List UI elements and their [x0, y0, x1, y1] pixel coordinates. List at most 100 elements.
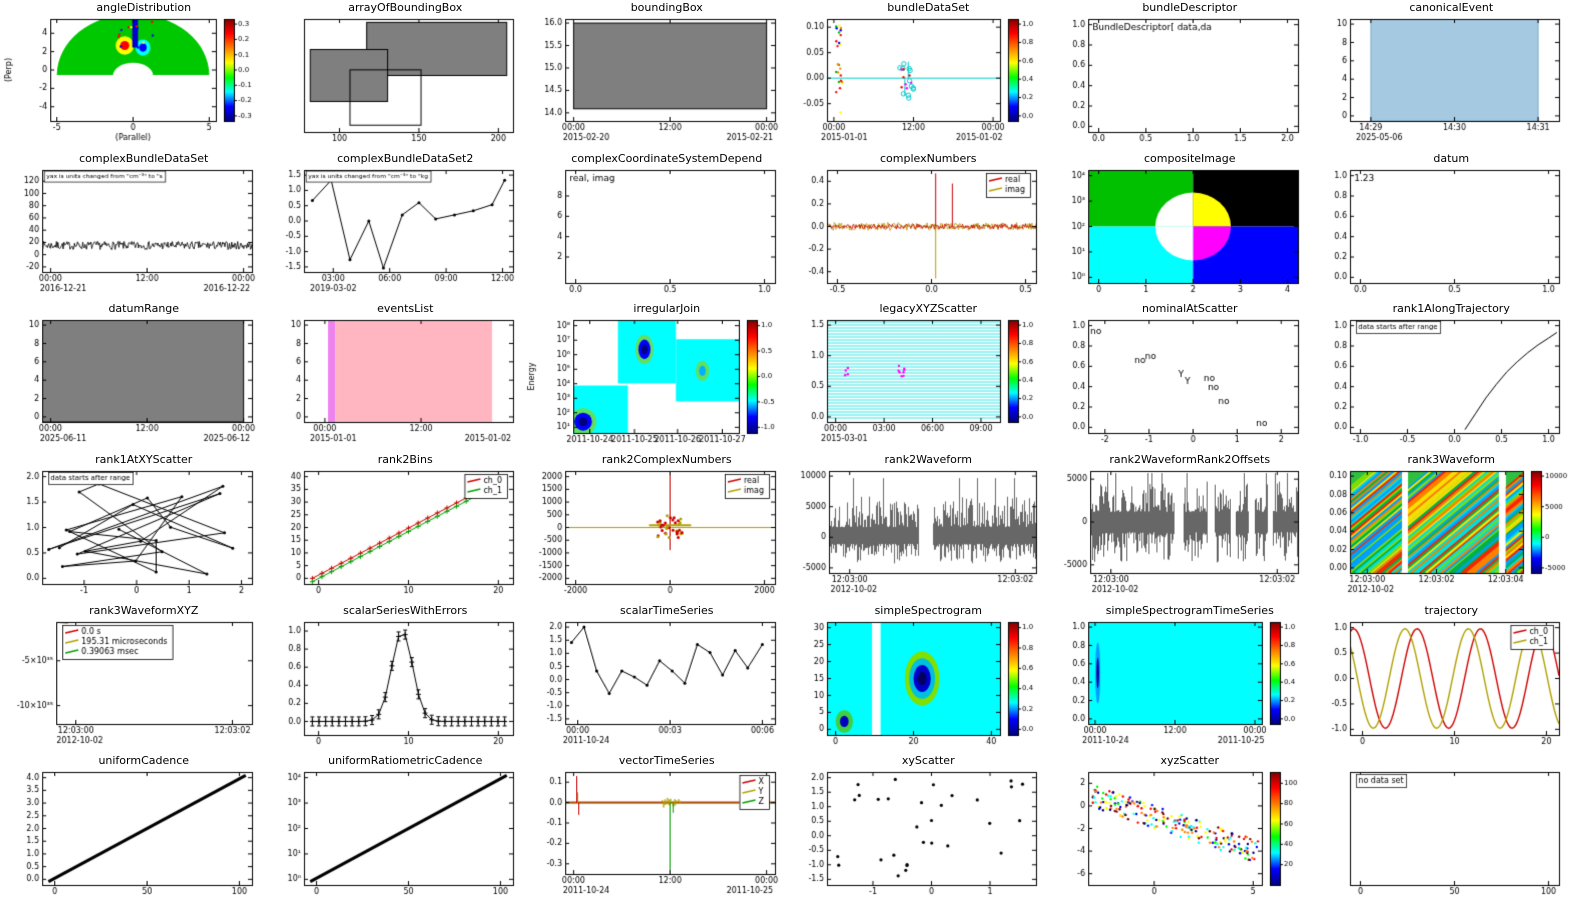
chart-title-datum: datum	[1433, 151, 1470, 165]
chart-cell-uniformCadence: uniformCadence	[0, 753, 262, 904]
plot-datum	[1307, 165, 1569, 300]
chart-title-compositeImage: compositeImage	[1143, 151, 1236, 165]
chart-title-nominalAtScatter: nominalAtScatter	[1141, 302, 1238, 316]
plot-bundleDataSet	[784, 15, 1046, 149]
chart-cell-complexCoordinateSystemDepend: complexCoordinateSystemDepend	[523, 151, 785, 302]
chart-title-rank1AlongTrajectory: rank1AlongTrajectory	[1392, 302, 1510, 316]
plot-trajectory	[1307, 617, 1569, 752]
chart-title-complexBundleDataSet: complexBundleDataSet	[79, 151, 209, 165]
plot-uniformRatiometricCadence	[261, 768, 523, 903]
plot-arrayOfBoundingBox	[261, 15, 523, 149]
chart-cell-eventsList: eventsList	[261, 301, 523, 452]
plot-rank1AlongTrajectory	[1307, 316, 1569, 451]
plot-eventsList	[261, 316, 523, 451]
plot-irregularJoin	[523, 316, 785, 451]
plot-complexBundleDataSet	[0, 165, 262, 300]
chart-title-rank1AtXYScatter: rank1AtXYScatter	[95, 453, 193, 466]
chart-title-boundingBox: boundingBox	[630, 1, 703, 14]
chart-title-rank2WaveformRank2Offsets: rank2WaveformRank2Offsets	[1109, 453, 1271, 466]
plot-rank2ComplexNumbers	[523, 467, 785, 601]
chart-cell-canonicalEvent: canonicalEvent	[1307, 0, 1569, 151]
chart-cell-vectorTimeSeries: vectorTimeSeries	[523, 753, 785, 904]
chart-title-rank2Waveform: rank2Waveform	[884, 453, 972, 466]
chart-title-arrayOfBoundingBox: arrayOfBoundingBox	[348, 1, 463, 14]
plot-rank3WaveformXYZ	[0, 617, 262, 752]
chart-title-simpleSpectrogramTimeSeries: simpleSpectrogramTimeSeries	[1105, 603, 1274, 617]
plot-canonicalEvent	[1307, 15, 1569, 149]
plot-noDataSet	[1307, 768, 1569, 903]
chart-title-angleDistribution: angleDistribution	[96, 1, 192, 14]
chart-title-complexCoordinateSystemDepend: complexCoordinateSystemDepend	[571, 151, 763, 165]
chart-title-simpleSpectrogram: simpleSpectrogram	[874, 603, 982, 617]
chart-cell-rank2Bins: rank2Bins	[261, 452, 523, 603]
chart-cell-nominalAtScatter: nominalAtScatter	[1046, 301, 1308, 452]
chart-title-trajectory: trajectory	[1424, 603, 1479, 617]
chart-title-rank3Waveform: rank3Waveform	[1407, 453, 1495, 466]
chart-cell-rank3Waveform: rank3Waveform	[1307, 452, 1569, 603]
plot-rank2Waveform	[784, 467, 1046, 601]
chart-title-canonicalEvent: canonicalEvent	[1409, 1, 1494, 14]
plot-datumRange	[0, 316, 262, 451]
chart-title-scalarSeriesWithErrors: scalarSeriesWithErrors	[343, 603, 468, 617]
plot-scalarSeriesWithErrors	[261, 617, 523, 752]
plot-complexNumbers	[784, 165, 1046, 300]
plot-bundleDescriptor	[1046, 15, 1308, 149]
chart-cell-legacyXYZScatter: legacyXYZScatter	[784, 301, 1046, 452]
chart-title-xyScatter: xyScatter	[901, 754, 955, 768]
chart-title-datumRange: datumRange	[108, 302, 180, 316]
chart-cell-bundleDataSet: bundleDataSet	[784, 0, 1046, 151]
chart-cell-rank1AlongTrajectory: rank1AlongTrajectory	[1307, 301, 1569, 452]
chart-title-complexNumbers: complexNumbers	[879, 151, 977, 165]
chart-cell-xyScatter: xyScatter	[784, 753, 1046, 904]
chart-title-scalarTimeSeries: scalarTimeSeries	[619, 603, 714, 617]
chart-cell-compositeImage: compositeImage	[1046, 151, 1308, 302]
chart-cell-rank1AtXYScatter: rank1AtXYScatter	[0, 452, 262, 603]
plot-compositeImage	[1046, 165, 1308, 300]
chart-cell-noDataSet	[1307, 753, 1569, 904]
plot-rank1AtXYScatter	[0, 467, 262, 601]
plot-complexBundleDataSet2	[261, 165, 523, 300]
chart-title-complexBundleDataSet2: complexBundleDataSet2	[337, 151, 474, 165]
plot-uniformCadence	[0, 768, 262, 903]
plot-legacyXYZScatter	[784, 316, 1046, 451]
plot-simpleSpectrogram	[784, 617, 1046, 752]
chart-title-bundleDescriptor: bundleDescriptor	[1142, 1, 1238, 14]
chart-cell-scalarSeriesWithErrors: scalarSeriesWithErrors	[261, 603, 523, 754]
chart-cell-datumRange: datumRange	[0, 301, 262, 452]
chart-cell-irregularJoin: irregularJoin	[523, 301, 785, 452]
chart-title-uniformRatiometricCadence: uniformRatiometricCadence	[328, 754, 483, 768]
chart-cell-simpleSpectrogram: simpleSpectrogram	[784, 603, 1046, 754]
chart-title-xyzScatter: xyzScatter	[1160, 754, 1219, 768]
chart-title-rank2Bins: rank2Bins	[377, 453, 433, 466]
plot-xyScatter	[784, 768, 1046, 903]
chart-title-bundleDataSet: bundleDataSet	[887, 1, 970, 14]
chart-cell-complexBundleDataSet2: complexBundleDataSet2	[261, 151, 523, 302]
chart-cell-complexBundleDataSet: complexBundleDataSet	[0, 151, 262, 302]
chart-title-eventsList: eventsList	[377, 302, 434, 316]
chart-title-uniformCadence: uniformCadence	[98, 754, 190, 768]
chart-cell-uniformRatiometricCadence: uniformRatiometricCadence	[261, 753, 523, 904]
chart-title-rank3WaveformXYZ: rank3WaveformXYZ	[89, 603, 199, 617]
plot-boundingBox	[523, 15, 785, 149]
chart-cell-complexNumbers: complexNumbers	[784, 151, 1046, 302]
plot-angleDistribution	[0, 15, 262, 149]
chart-cell-datum: datum	[1307, 151, 1569, 302]
chart-title-noDataSet	[1308, 753, 1569, 768]
chart-cell-bundleDescriptor: bundleDescriptor	[1046, 0, 1308, 151]
plot-simpleSpectrogramTimeSeries	[1046, 617, 1308, 752]
chart-cell-rank2Waveform: rank2Waveform	[784, 452, 1046, 603]
plot-rank2WaveformRank2Offsets	[1046, 467, 1308, 601]
plot-complexCoordinateSystemDepend	[523, 165, 785, 300]
chart-cell-angleDistribution: angleDistribution	[0, 0, 262, 151]
chart-cell-rank2ComplexNumbers: rank2ComplexNumbers	[523, 452, 785, 603]
chart-title-vectorTimeSeries: vectorTimeSeries	[618, 754, 715, 768]
chart-cell-xyzScatter: xyzScatter	[1046, 753, 1308, 904]
plot-scalarTimeSeries	[523, 617, 785, 752]
chart-cell-rank3WaveformXYZ: rank3WaveformXYZ	[0, 603, 262, 754]
plot-vectorTimeSeries	[523, 768, 785, 903]
plot-rank3Waveform	[1307, 467, 1569, 601]
plot-rank2Bins	[261, 467, 523, 601]
chart-title-legacyXYZScatter: legacyXYZScatter	[879, 302, 978, 316]
chart-title-rank2ComplexNumbers: rank2ComplexNumbers	[601, 453, 732, 466]
